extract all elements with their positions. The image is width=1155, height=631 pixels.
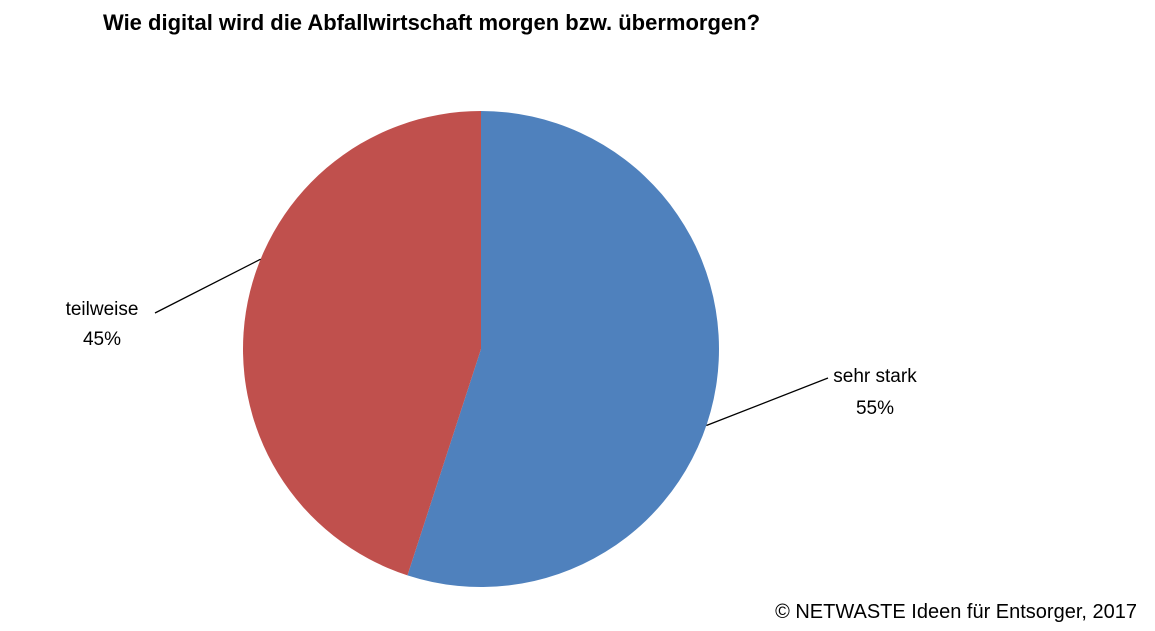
pie-slice-teilweise bbox=[243, 111, 481, 576]
slice-label-name: teilweise bbox=[66, 299, 139, 320]
slice-label-value: 55% bbox=[856, 398, 894, 419]
slice-labels: sehr stark 55% teilweise 45% bbox=[66, 299, 918, 419]
pie-slices bbox=[243, 111, 720, 587]
leader-lines bbox=[154, 258, 829, 427]
leader-line-sehr-stark bbox=[706, 377, 829, 427]
pie-slice-sehr-stark bbox=[407, 111, 720, 587]
leader-line-teilweise bbox=[154, 258, 261, 314]
slice-label-value: 45% bbox=[83, 329, 121, 350]
slice-label-name: sehr stark bbox=[833, 366, 917, 387]
chart-title: Wie digital wird die Abfallwirtschaft mo… bbox=[103, 10, 761, 35]
copyright-note: © NETWASTE Ideen für Entsorger, 2017 bbox=[775, 601, 1137, 623]
